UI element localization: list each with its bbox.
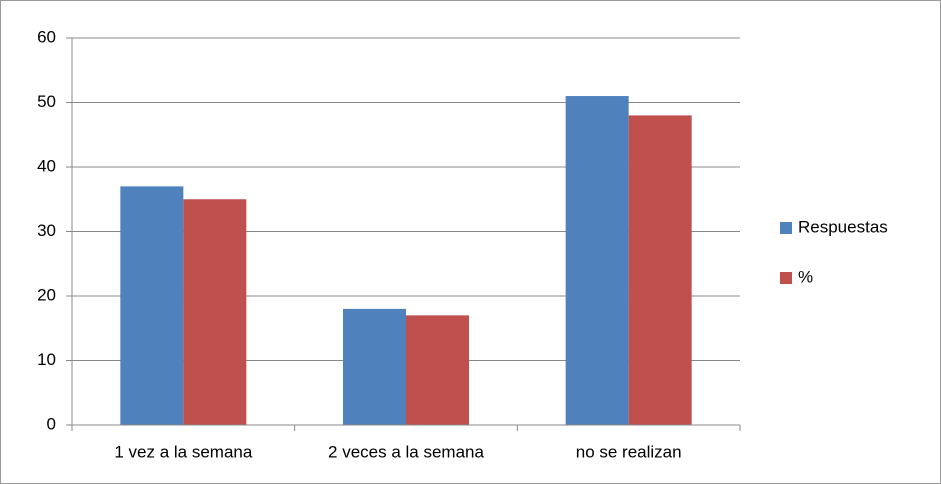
y-tick-label: 60: [37, 27, 56, 46]
bar: [183, 199, 247, 425]
y-tick-label: 50: [37, 92, 56, 111]
y-tick-label: 0: [47, 414, 56, 433]
bar: [406, 315, 469, 425]
bar: [565, 96, 629, 426]
bar: [628, 115, 692, 426]
bar: [120, 186, 184, 425]
x-tick-label: no se realizan: [576, 442, 682, 461]
y-tick-label: 40: [37, 156, 56, 175]
legend-label: %: [798, 267, 813, 286]
legend-swatch: [780, 272, 792, 284]
legend-label: Respuestas: [798, 217, 888, 236]
y-tick-label: 30: [37, 221, 56, 240]
x-tick-label: 1 vez a la semana: [114, 442, 253, 461]
y-tick-label: 10: [37, 350, 56, 369]
bar: [343, 308, 406, 425]
legend-swatch: [780, 222, 792, 234]
x-tick-label: 2 veces a la semana: [328, 442, 484, 461]
y-tick-label: 20: [37, 285, 56, 304]
